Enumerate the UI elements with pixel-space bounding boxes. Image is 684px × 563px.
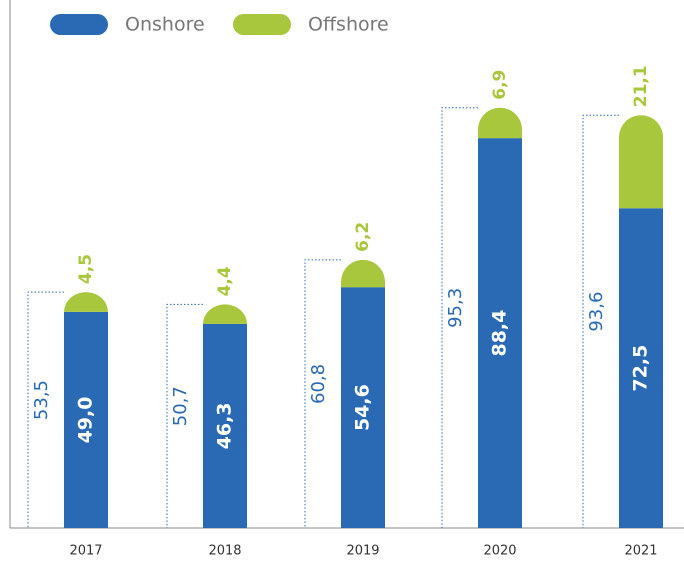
total-bracket xyxy=(582,114,619,528)
x-tick-label: 2019 xyxy=(346,544,379,559)
bar-onshore xyxy=(341,287,385,528)
x-tick-label: 2020 xyxy=(483,544,516,559)
bar-onshore xyxy=(478,138,522,528)
onshore-label: 88,4 xyxy=(489,310,511,357)
offshore-label: 21,1 xyxy=(631,65,651,107)
offshore-label: 6,2 xyxy=(353,222,373,252)
bar-onshore xyxy=(64,311,108,528)
bar-offshore xyxy=(478,107,522,139)
total-label: 50,7 xyxy=(170,386,191,426)
bar-offshore xyxy=(203,304,247,324)
onshore-label: 49,0 xyxy=(75,397,97,444)
offshore-label: 6,9 xyxy=(490,70,510,100)
legend-swatch xyxy=(233,14,291,35)
onshore-label: 54,6 xyxy=(352,384,374,431)
offshore-label: 4,4 xyxy=(215,266,235,296)
bar-onshore xyxy=(619,208,663,528)
bar-offshore xyxy=(619,115,663,209)
total-bracket xyxy=(304,259,341,528)
total-bracket xyxy=(27,291,64,528)
x-tick-label: 2018 xyxy=(208,544,241,559)
bar-onshore xyxy=(203,323,247,528)
total-bracket xyxy=(166,303,203,528)
bar-offshore xyxy=(341,259,385,288)
legend-label: Onshore xyxy=(125,14,205,36)
total-label: 93,6 xyxy=(586,292,607,332)
bar-offshore xyxy=(64,292,108,312)
legend-label: Offshore xyxy=(308,14,389,36)
total-label: 53,5 xyxy=(31,380,52,420)
total-bracket xyxy=(441,107,478,528)
offshore-label: 4,5 xyxy=(76,254,96,284)
total-label: 95,3 xyxy=(445,288,466,328)
x-tick-label: 2021 xyxy=(624,544,657,559)
onshore-label: 72,5 xyxy=(630,345,652,392)
legend-swatch xyxy=(50,14,108,35)
total-label: 60,8 xyxy=(308,364,329,404)
onshore-label: 46,3 xyxy=(214,402,236,449)
x-tick-label: 2017 xyxy=(69,544,102,559)
